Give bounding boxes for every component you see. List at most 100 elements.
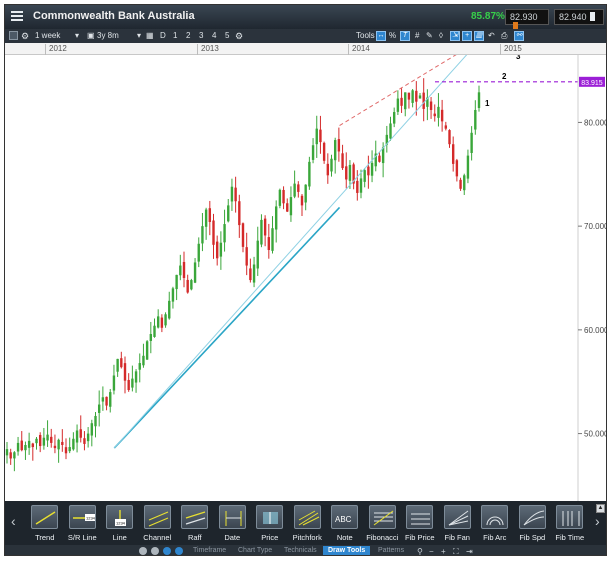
candle-body	[437, 106, 440, 118]
draw-tool-label: Fib Arc	[483, 533, 507, 542]
draw-tool-channel[interactable]: Channel	[139, 505, 177, 545]
collapse-panel-icon[interactable]: ▲	[596, 504, 605, 513]
calendar-icon[interactable]: ▦	[146, 31, 154, 40]
print-icon[interactable]: ⎙	[501, 31, 508, 40]
zoom-out-icon[interactable]: −	[429, 547, 434, 556]
chart-window: Commonwealth Bank Australia 85.87% 82.93…	[4, 4, 607, 556]
link-icon[interactable]: ⚯	[514, 30, 524, 41]
candle-body	[407, 92, 411, 100]
clear-icon[interactable]	[151, 547, 159, 555]
cursor-tool-icon[interactable]: ↔	[376, 31, 386, 41]
range-select[interactable]: 3y 8m ▾	[97, 31, 145, 40]
candle-body	[179, 265, 182, 276]
candle-body	[297, 184, 300, 192]
candle-body	[463, 175, 466, 191]
drawings-layer: 1 3 83.915 2	[113, 55, 605, 449]
candle-body	[46, 434, 49, 441]
hamburger-menu-icon[interactable]	[11, 11, 23, 23]
draw-tool-fib-price[interactable]: Fib Price	[401, 505, 439, 545]
layout-icon[interactable]	[9, 31, 18, 42]
candle-body	[127, 379, 130, 391]
candle-body	[282, 189, 285, 204]
text-tool-icon[interactable]: T	[400, 30, 410, 41]
zoom-search-icon[interactable]: ⚲	[417, 547, 423, 556]
draw-tool-label: Fibonacci	[366, 533, 399, 542]
zoom-in-icon[interactable]: +	[441, 547, 446, 556]
draw-tool-note[interactable]: ABC Note	[326, 505, 364, 545]
period-4[interactable]: 4	[212, 31, 217, 40]
magnet-icon[interactable]	[175, 547, 183, 555]
period-3[interactable]: 3	[199, 31, 204, 40]
change-percent: 85.87%	[471, 11, 505, 22]
tab-timeframe[interactable]: Timeframe	[193, 547, 227, 554]
trend-line	[113, 55, 468, 449]
period-5[interactable]: 5	[225, 31, 230, 40]
period-1[interactable]: 1	[173, 31, 178, 40]
chart-settings-gear-icon[interactable]: ⚙	[235, 31, 244, 41]
settings-gear-icon[interactable]: ⚙	[21, 31, 30, 41]
candle-body	[145, 341, 149, 360]
refresh-icon[interactable]	[139, 547, 147, 555]
sell-price-button[interactable]: 82.930	[505, 9, 549, 31]
marker-icon[interactable]: ◊	[439, 31, 443, 40]
candle-body	[444, 125, 448, 129]
scroll-left-icon[interactable]: ‹	[11, 513, 16, 529]
candle-body	[429, 101, 433, 110]
interval-select[interactable]: 1 week ▾	[35, 31, 83, 40]
pencil-icon[interactable]: ✎	[426, 31, 433, 40]
buy-price: 82.940	[559, 12, 587, 22]
draw-tool-label: Line	[112, 533, 127, 542]
candle-body	[466, 155, 470, 179]
draw-tool-fibonacci[interactable]: Fibonacci	[364, 505, 402, 545]
period-2[interactable]: 2	[186, 31, 191, 40]
grid-toggle-icon[interactable]: #	[415, 31, 420, 40]
draw-tool-fib-time[interactable]: Fib Time	[551, 505, 589, 545]
buy-price-button[interactable]: 82.940	[554, 9, 604, 25]
candle-body	[35, 438, 38, 444]
candle-body	[120, 358, 123, 368]
draw-tool-fib-speed[interactable]: Fib Spd	[514, 505, 552, 545]
tab-chart-type[interactable]: Chart Type	[238, 547, 273, 554]
crosshair-icon[interactable]: +	[462, 30, 472, 41]
draw-tool-pitchfork[interactable]: Pitchfork	[289, 505, 327, 545]
draw-tool-label: Date	[224, 533, 241, 542]
draw-tool-label: Price	[261, 533, 279, 542]
zoom-fit-icon[interactable]: ⇲	[450, 30, 460, 41]
draw-tool-fib-arc[interactable]: Fib Arc	[476, 505, 514, 545]
drawing-label-1: 1	[485, 99, 490, 108]
scroll-end-icon[interactable]: ⇥	[466, 547, 473, 556]
draw-tool-fib-fan[interactable]: Fib Fan	[439, 505, 477, 545]
draw-tool-label: Fib Spd	[519, 533, 546, 542]
note-tool-icon: ABC	[331, 505, 359, 529]
undo-icon[interactable]: ↶	[488, 31, 495, 40]
draw-tool-raff[interactable]: Raff	[176, 505, 214, 545]
candle-body	[378, 155, 381, 162]
tab-patterns[interactable]: Patterns	[378, 547, 405, 554]
calendar-range-icon[interactable]: ▣	[87, 31, 95, 40]
candle-body	[418, 95, 422, 99]
candle-body	[153, 325, 156, 337]
candle-body	[61, 441, 64, 445]
price-chart[interactable]: 1 3 83.915 2 50.000 60.000 70.000 80.000	[5, 55, 607, 501]
candle-body	[230, 186, 234, 202]
draw-tool-sr-line[interactable]: 1234 S/R Line	[64, 505, 102, 545]
draw-tool-date[interactable]: Date	[214, 505, 252, 545]
fit-screen-icon[interactable]: ⛶	[453, 547, 459, 556]
scroll-right-icon[interactable]: ›	[595, 513, 600, 529]
draw-tool-line[interactable]: 1234 Line	[101, 505, 139, 545]
candle-body	[134, 371, 138, 383]
tab-technicals[interactable]: Technicals	[284, 547, 317, 554]
draw-tool-trend[interactable]: Trend	[26, 505, 64, 545]
candle-body	[27, 440, 31, 448]
period-d[interactable]: D	[160, 31, 166, 40]
candle-body	[241, 223, 245, 247]
fib-speed-tool-icon	[518, 505, 546, 529]
draw-tool-price[interactable]: Price	[251, 505, 289, 545]
tab-draw-tools[interactable]: Draw Tools	[323, 546, 371, 555]
year-label: 2015	[500, 44, 522, 55]
draw-icon[interactable]	[163, 547, 171, 555]
percent-tool-icon[interactable]: %	[389, 31, 397, 40]
bar-chart-icon[interactable]: ▥	[474, 31, 484, 41]
candle-body	[426, 97, 429, 107]
candle-body	[322, 142, 326, 161]
